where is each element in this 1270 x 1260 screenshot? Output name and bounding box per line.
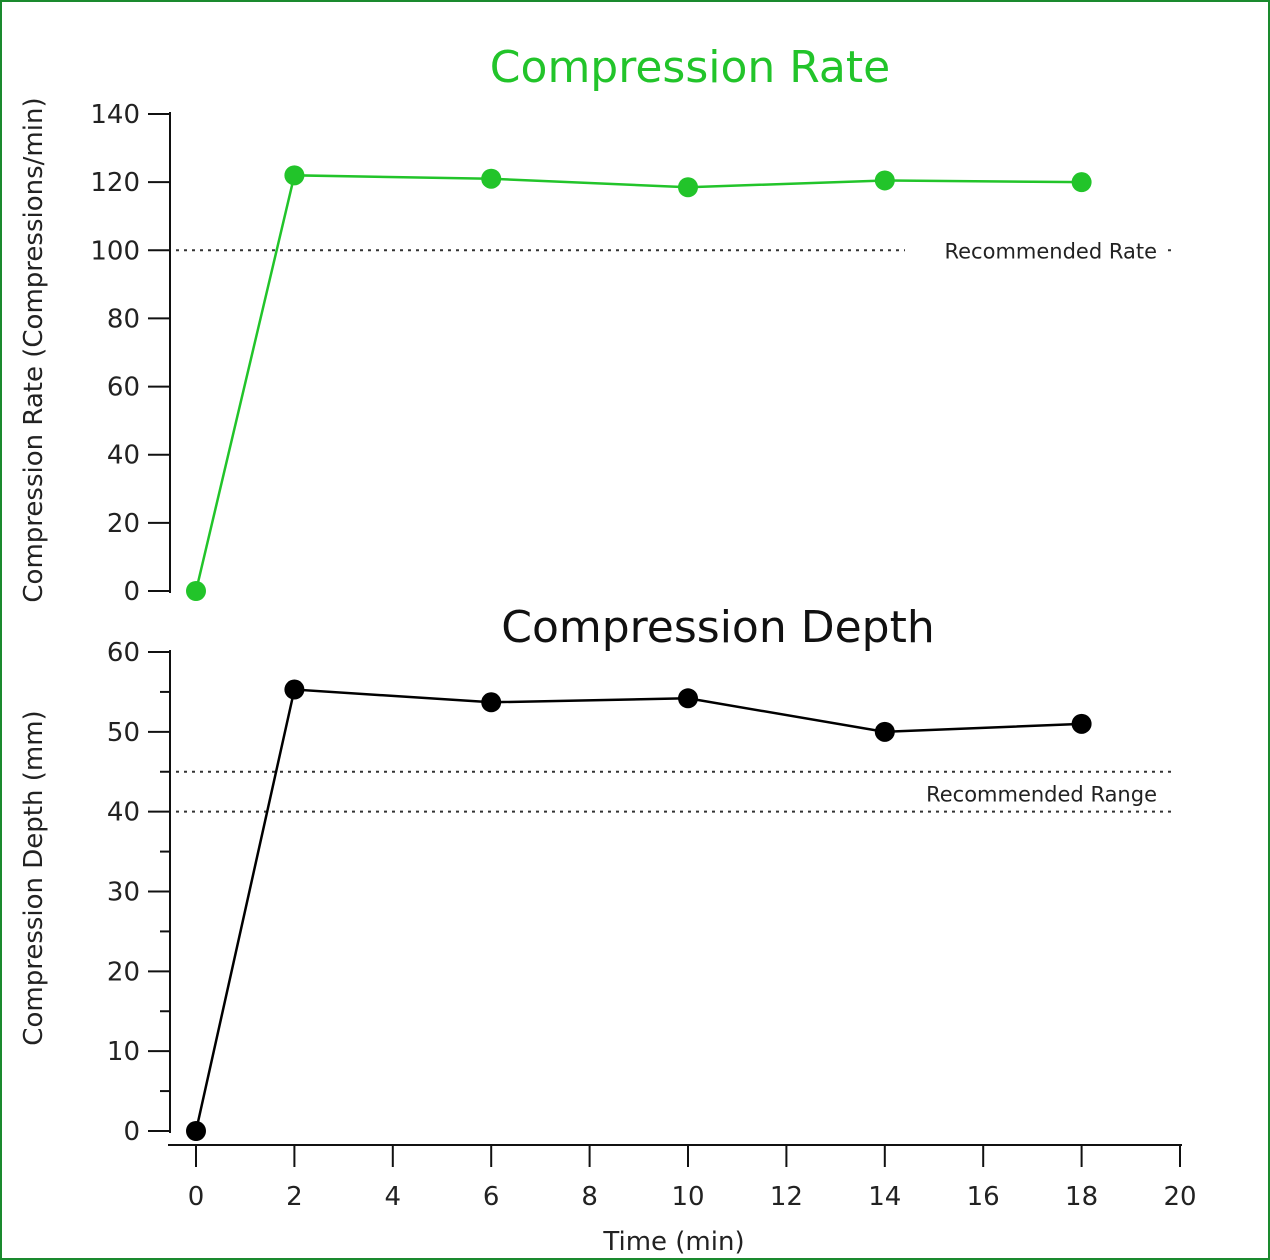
x-tick-label: 6 xyxy=(483,1182,500,1212)
data-point xyxy=(284,679,305,700)
reference-line-label: Recommended Rate xyxy=(944,239,1157,263)
x-tick-label: 0 xyxy=(188,1182,205,1212)
x-tick-label: 16 xyxy=(967,1182,1000,1212)
x-tick-label: 4 xyxy=(385,1182,402,1212)
data-point xyxy=(678,177,698,198)
y-tick-label: 40 xyxy=(107,441,140,471)
y-tick-label: 80 xyxy=(107,304,140,334)
data-point xyxy=(481,168,502,189)
chart-title: Compression Depth xyxy=(501,602,935,653)
data-point xyxy=(186,1121,206,1141)
y-tick-label: 120 xyxy=(90,168,140,198)
compression-rate-panel: Compression Rate 0 20 40 60 80 100 120 140 Compre… xyxy=(19,42,1175,607)
y-tick-label: 30 xyxy=(107,878,140,908)
series-line xyxy=(194,688,1082,1132)
data-point xyxy=(678,688,698,709)
reference-line-label: Recommended Range xyxy=(926,783,1157,807)
time-axis: 0 2 4 6 8 10 12 14 16 18 20 Time (min) xyxy=(168,1144,1197,1257)
data-point xyxy=(874,170,895,191)
x-axis-title: Time (min) xyxy=(602,1227,744,1257)
x-tick-label: 18 xyxy=(1065,1182,1098,1212)
x-tick-label: 12 xyxy=(770,1182,803,1212)
data-point xyxy=(186,581,206,601)
y-tick-label: 0 xyxy=(123,577,140,607)
data-point xyxy=(874,721,895,742)
chart-title: Compression Rate xyxy=(490,42,890,93)
y-tick-label: 20 xyxy=(107,957,140,987)
y-tick-label: 0 xyxy=(123,1117,140,1147)
y-axis-title: Compression Rate (Compressions/min) xyxy=(19,97,49,602)
x-tick-label: 2 xyxy=(286,1182,303,1212)
y-tick-label: 60 xyxy=(107,638,140,668)
y-tick-label: 140 xyxy=(90,100,140,130)
data-point xyxy=(1071,713,1092,734)
y-axis-title: Compression Depth (mm) xyxy=(19,710,49,1045)
x-tick-label: 14 xyxy=(868,1182,901,1212)
series-line xyxy=(194,174,1082,592)
x-tick-label: 10 xyxy=(671,1182,704,1212)
data-point xyxy=(284,165,305,186)
y-tick-label: 20 xyxy=(107,509,140,539)
y-tick-label: 100 xyxy=(90,236,140,266)
data-point xyxy=(1071,172,1092,193)
x-tick-label: 20 xyxy=(1163,1182,1196,1212)
y-tick-label: 50 xyxy=(107,718,140,748)
reference-label-bg xyxy=(905,234,1163,265)
compression-depth-panel: Compression Depth 0 10 20 30 40 50 60 Compressio… xyxy=(19,602,1172,1147)
y-tick-label: 10 xyxy=(107,1037,140,1067)
y-tick-label: 60 xyxy=(107,373,140,403)
x-tick-label: 8 xyxy=(581,1182,598,1212)
data-point xyxy=(481,692,502,713)
y-tick-label: 40 xyxy=(107,798,140,828)
